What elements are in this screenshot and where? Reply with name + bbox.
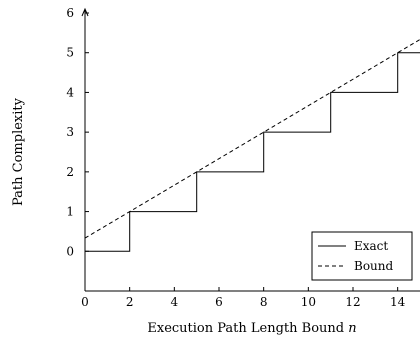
plot-area: [84, 39, 420, 252]
y-tick-label: 3: [66, 125, 74, 139]
x-axis-title-variable: n: [348, 321, 356, 336]
x-tick-label: 6: [215, 295, 223, 309]
legend: Exact Bound: [311, 231, 413, 281]
y-axis-title: Path Complexity: [11, 97, 26, 206]
series-line-exact: [85, 52, 420, 252]
y-tick-label: 0: [66, 244, 74, 258]
series-line-bound: [84, 39, 420, 239]
x-tick-label: 4: [171, 295, 179, 309]
y-tick-label: 2: [66, 165, 74, 179]
y-tick-label: 1: [66, 205, 74, 219]
x-axis-title-text: Execution Path Length Bound: [147, 321, 344, 336]
x-tick-label: 2: [126, 295, 134, 309]
legend-label-bound: Bound: [354, 259, 394, 273]
x-tick-label: 12: [345, 295, 360, 309]
x-tick-label: 14: [390, 295, 406, 309]
x-tick-label: 10: [301, 295, 316, 309]
x-tick-label: 8: [260, 295, 268, 309]
x-axis-title: Execution Path Length Bound n: [147, 321, 356, 336]
y-axis-arrow: [81, 7, 89, 17]
x-tick-label: 0: [81, 295, 89, 309]
legend-label-exact: Exact: [354, 239, 388, 253]
y-tick-label: 6: [66, 6, 74, 20]
y-tick-label: 5: [66, 46, 74, 60]
legend-box: [311, 231, 413, 281]
y-tick-label: 4: [66, 85, 74, 99]
